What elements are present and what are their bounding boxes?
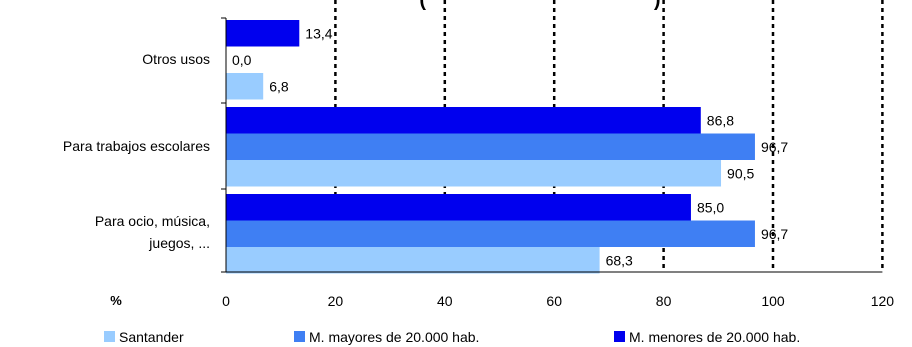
x-axis-label: % xyxy=(110,293,122,308)
legend-swatch xyxy=(614,331,625,342)
category-label: Para trabajos escolares xyxy=(63,138,210,154)
category-label: Para ocio, música, xyxy=(95,213,210,229)
x-tick-label: 0 xyxy=(222,293,230,309)
bars xyxy=(226,20,755,274)
category-labels: Otros usos Para trabajos escolares Para oc… xyxy=(63,51,210,251)
bar-value-label: 85,0 xyxy=(697,199,724,215)
bar-value-label: 68,3 xyxy=(606,252,633,268)
bar-value-label: 86,8 xyxy=(707,112,734,128)
bar-2-1 xyxy=(226,107,701,134)
value-labels: 13,4 0,0 6,8 86,8 96,7 90,5 85,0 96,7 68,3 xyxy=(232,25,788,268)
x-tick-label: 120 xyxy=(871,293,895,309)
legend-swatch xyxy=(294,331,305,342)
category-label: Otros usos xyxy=(142,51,210,67)
bar-1-1 xyxy=(226,20,300,47)
legend: Santander M. mayores de 20.000 hab. M. men… xyxy=(104,329,800,345)
x-tick-label: 60 xyxy=(546,293,562,309)
x-tick-label: 80 xyxy=(656,293,672,309)
legend-label: Santander xyxy=(119,329,184,345)
bar-value-label: 0,0 xyxy=(232,52,252,68)
x-tick-label: 100 xyxy=(761,293,785,309)
category-label: juegos, ... xyxy=(148,235,210,251)
bar-value-label: 90,5 xyxy=(727,165,754,181)
x-tick-label: 40 xyxy=(437,293,453,309)
bar-value-label: 96,7 xyxy=(761,139,788,155)
bar-value-label: 6,8 xyxy=(269,78,289,94)
legend-label: M. menores de 20.000 hab. xyxy=(629,329,800,345)
bar-1-3 xyxy=(226,73,264,100)
bar-2-3 xyxy=(226,160,722,187)
axes xyxy=(221,17,883,273)
legend-swatch xyxy=(104,331,115,342)
bar-3-1 xyxy=(226,194,691,221)
x-tick-label: 20 xyxy=(328,293,344,309)
bar-3-3 xyxy=(226,247,600,274)
x-tick-labels: 0 20 40 60 80 100 120 xyxy=(222,293,894,309)
bar-2-2 xyxy=(226,133,755,160)
legend-label: M. mayores de 20.000 hab. xyxy=(309,329,479,345)
bar-value-label: 13,4 xyxy=(305,25,332,41)
bar-3-2 xyxy=(226,220,755,247)
chart-title: ( ) xyxy=(419,0,660,11)
bar-value-label: 96,7 xyxy=(761,226,788,242)
